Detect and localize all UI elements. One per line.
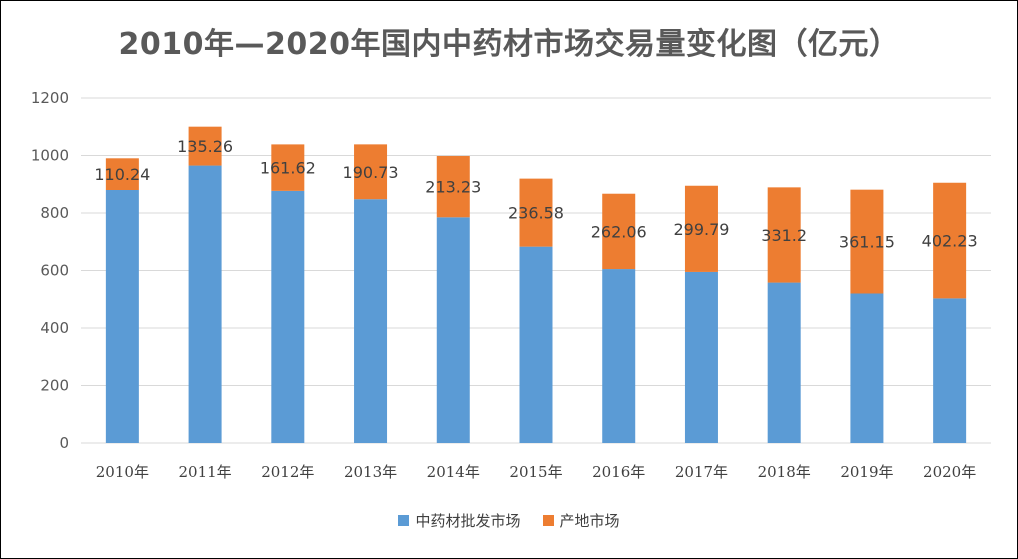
bar-origin-6	[602, 193, 636, 270]
data-label-origin-0: 110.24	[94, 165, 150, 184]
bar-wholesale-2	[271, 190, 305, 443]
bar-origin-2	[271, 144, 305, 191]
data-label-origin-10: 402.23	[922, 232, 978, 251]
data-label-origin-5: 236.58	[508, 204, 564, 223]
x-tick-label-10: 2020年	[923, 463, 976, 481]
chart-plot: 0 200 400 600 800 1000 1200 110.24 2010年 135.26 20…	[31, 89, 991, 481]
data-label-origin-4: 213.23	[425, 178, 481, 197]
data-label-origin-2: 161.62	[260, 159, 316, 178]
y-tick-label-800: 800	[40, 204, 69, 222]
bar-wholesale-8	[767, 282, 801, 443]
bar-wholesale-4	[436, 217, 470, 443]
x-tick-label-3: 2013年	[344, 463, 397, 481]
bar-wholesale-5	[519, 246, 553, 443]
data-label-origin-9: 361.15	[839, 233, 895, 252]
x-tick-label-7: 2017年	[675, 463, 728, 481]
legend-item-wholesale: 中药材批发市场	[398, 510, 521, 531]
legend-label-origin: 产地市场	[559, 512, 620, 530]
chart-legend: 中药材批发市场 产地市场	[1, 510, 1017, 531]
y-tick-label-200: 200	[40, 377, 69, 395]
bar-wholesale-1	[188, 165, 222, 443]
bar-origin-4	[436, 156, 470, 218]
bar-origin-7	[684, 185, 718, 272]
bar-origin-0	[105, 158, 139, 190]
y-tick-label-0: 0	[59, 434, 69, 452]
bar-wholesale-7	[684, 271, 718, 443]
bar-wholesale-3	[354, 199, 388, 443]
bar-origin-5	[519, 178, 553, 247]
x-tick-label-2: 2012年	[261, 463, 314, 481]
x-tick-label-0: 2010年	[96, 463, 149, 481]
x-tick-label-6: 2016年	[592, 463, 645, 481]
y-tick-label-1200: 1200	[31, 89, 69, 107]
bar-wholesale-0	[105, 190, 139, 443]
y-tick-label-1000: 1000	[31, 147, 69, 165]
bar-wholesale-6	[602, 269, 636, 443]
x-tick-label-1: 2011年	[178, 463, 231, 481]
bar-origin-3	[354, 144, 388, 200]
bar-origin-1	[188, 126, 222, 166]
y-tick-label-600: 600	[40, 262, 69, 280]
x-tick-label-9: 2019年	[840, 463, 893, 481]
legend-swatch-origin	[542, 515, 554, 526]
data-label-origin-7: 299.79	[673, 220, 729, 239]
x-tick-label-4: 2014年	[427, 463, 480, 481]
y-tick-label-400: 400	[40, 319, 69, 337]
x-tick-label-8: 2018年	[758, 463, 811, 481]
legend-label-wholesale: 中药材批发市场	[415, 512, 521, 530]
legend-item-origin: 产地市场	[542, 510, 620, 531]
bar-wholesale-10	[933, 298, 967, 443]
data-label-origin-3: 190.73	[343, 163, 399, 182]
bar-origin-9	[850, 189, 884, 294]
chart-title: 2010年—2020年国内中药材市场交易量变化图（亿元）	[118, 27, 900, 62]
bar-wholesale-9	[850, 293, 884, 443]
bar-origin-10	[933, 182, 967, 299]
legend-swatch-wholesale	[398, 515, 410, 526]
x-tick-label-5: 2015年	[509, 463, 562, 481]
data-label-origin-6: 262.06	[591, 222, 647, 241]
data-label-origin-8: 331.2	[761, 226, 807, 245]
data-label-origin-1: 135.26	[177, 137, 233, 156]
bar-origin-8	[767, 187, 801, 283]
